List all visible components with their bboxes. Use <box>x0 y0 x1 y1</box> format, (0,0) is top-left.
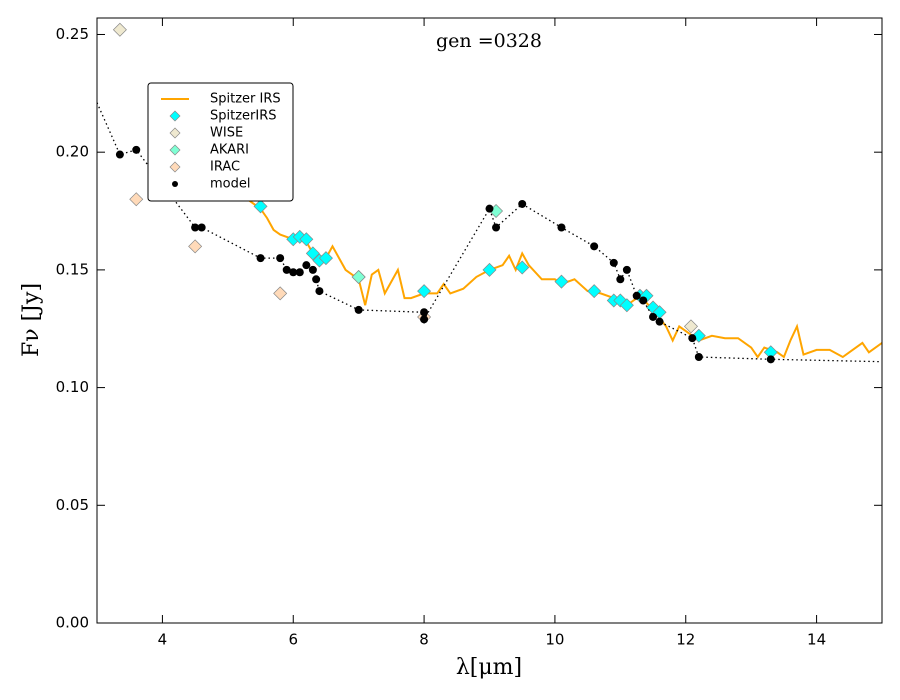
diamond-marker <box>318 251 333 266</box>
legend-swatch <box>169 110 181 122</box>
legend-label: WISE <box>210 126 243 141</box>
x-tick-label: 6 <box>288 631 298 649</box>
model-point <box>622 265 631 274</box>
x-tick-label: 14 <box>807 631 826 649</box>
legend: Spitzer IRS SpitzerIRS WISE AKARI IRAC model <box>147 82 294 202</box>
diamond-marker <box>129 192 144 207</box>
diamond-marker <box>188 239 203 254</box>
y-tick-label: 0.20 <box>56 143 89 161</box>
model-point <box>132 145 141 154</box>
legend-swatch <box>172 181 178 187</box>
x-tick-label: 4 <box>158 631 168 649</box>
model-point <box>295 268 304 277</box>
model-point <box>191 223 200 232</box>
model-point <box>115 150 124 159</box>
chart-title: gen =0328 <box>436 30 542 52</box>
legend-swatch <box>169 161 181 173</box>
diamond-marker <box>691 328 706 343</box>
model-point <box>289 268 298 277</box>
diamond-marker <box>417 284 432 299</box>
legend-label: AKARI <box>210 143 249 158</box>
y-tick-label: 0.25 <box>56 25 89 43</box>
model-point <box>282 265 291 274</box>
diamond-marker <box>587 284 602 299</box>
diamond-marker <box>515 260 530 275</box>
diamond-marker <box>683 319 698 334</box>
diamond-marker <box>619 298 634 313</box>
y-tick-label: 0.05 <box>56 496 89 514</box>
model-point <box>639 296 648 305</box>
model-point <box>354 305 363 314</box>
diamond-marker <box>273 286 288 301</box>
model-point <box>420 308 429 317</box>
model-point <box>609 258 618 267</box>
model-point <box>492 223 501 232</box>
model-point <box>256 254 265 263</box>
diamond-marker <box>482 262 497 277</box>
model-point <box>616 275 625 284</box>
model-point <box>485 204 494 213</box>
legend-label: SpitzerIRS <box>210 109 277 124</box>
legend-label: model <box>210 177 250 192</box>
model-point <box>632 291 641 300</box>
spectrum-line <box>246 198 882 359</box>
legend-box <box>147 82 294 202</box>
model-point <box>649 312 658 321</box>
y-axis-label: Fν [Jy] <box>19 283 44 357</box>
x-axis-label: λ[μm] <box>456 655 522 680</box>
model-point <box>655 317 664 326</box>
legend-swatch <box>169 127 181 139</box>
y-tick-label: 0.10 <box>56 378 89 396</box>
diamond-marker <box>305 246 320 261</box>
model-point <box>315 287 324 296</box>
model-point <box>590 242 599 251</box>
legend-label: IRAC <box>210 160 240 175</box>
y-tick-label: 0.15 <box>56 260 89 278</box>
model-point <box>197 223 206 232</box>
model-point <box>557 223 566 232</box>
model-point <box>518 199 527 208</box>
x-tick-label: 8 <box>419 631 429 649</box>
diamond-marker <box>554 274 569 289</box>
legend-label: Spitzer IRS <box>210 92 281 107</box>
model-point <box>694 352 703 361</box>
model-point <box>308 265 317 274</box>
x-tick-label: 10 <box>545 631 564 649</box>
y-tick-label: 0.00 <box>56 614 89 632</box>
axes-frame <box>96 17 883 624</box>
diamond-marker <box>351 269 366 284</box>
model-point <box>312 275 321 284</box>
legend-swatch <box>169 144 181 156</box>
model-point <box>766 355 775 364</box>
diamond-marker <box>253 199 268 214</box>
plot-area <box>97 22 882 364</box>
model-point <box>420 315 429 324</box>
x-tick-label: 12 <box>676 631 695 649</box>
diamond-marker <box>299 232 314 247</box>
model-point <box>688 334 697 343</box>
model-point <box>302 261 311 270</box>
diamond-marker <box>112 22 127 37</box>
model-point <box>276 254 285 263</box>
